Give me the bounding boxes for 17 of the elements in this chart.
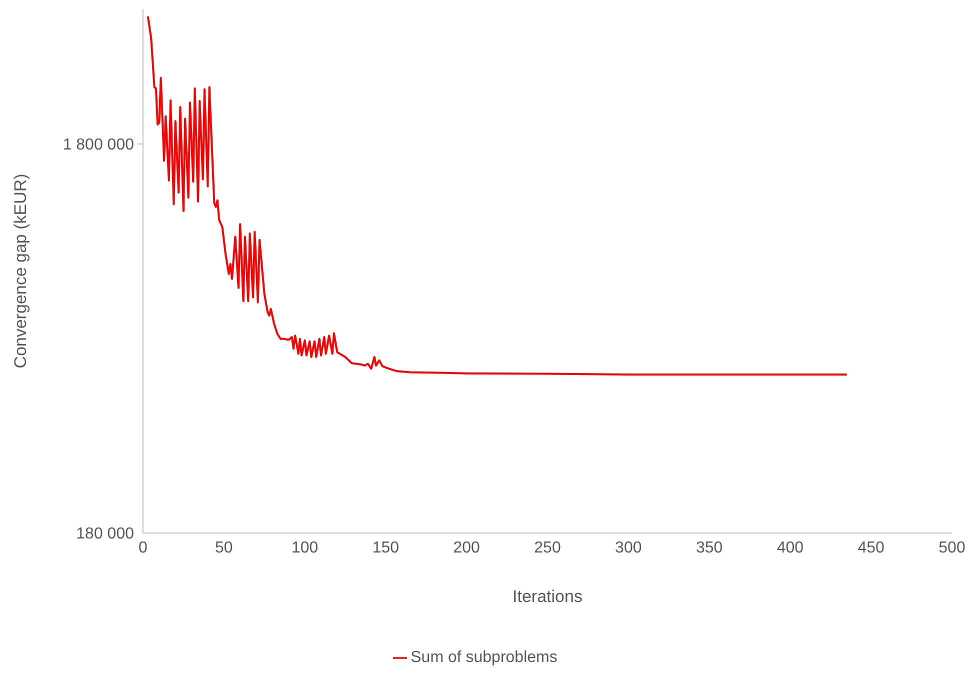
x-tick-label: 500 bbox=[938, 539, 966, 556]
x-axis-title: Iterations bbox=[512, 587, 582, 606]
x-tick-label: 300 bbox=[615, 539, 642, 556]
y-axis-title: Convergence gap (kEUR) bbox=[11, 174, 30, 368]
x-tick-label: 200 bbox=[453, 539, 480, 556]
y-tick-label: 1 800 000 bbox=[62, 136, 134, 154]
x-tick-label: 0 bbox=[138, 539, 148, 556]
legend-label: Sum of subproblems bbox=[410, 649, 558, 666]
x-tick-label: 50 bbox=[215, 539, 233, 556]
x-tick-label: 450 bbox=[858, 539, 885, 556]
y-tick-label: 180 000 bbox=[76, 526, 134, 543]
x-tick-label: 150 bbox=[372, 539, 400, 556]
x-tick-label: 350 bbox=[696, 539, 723, 556]
x-tick-label: 250 bbox=[534, 539, 561, 556]
line-series bbox=[146, 15, 848, 376]
x-tick-label: 400 bbox=[776, 539, 804, 556]
x-tick-label: 100 bbox=[291, 539, 318, 556]
